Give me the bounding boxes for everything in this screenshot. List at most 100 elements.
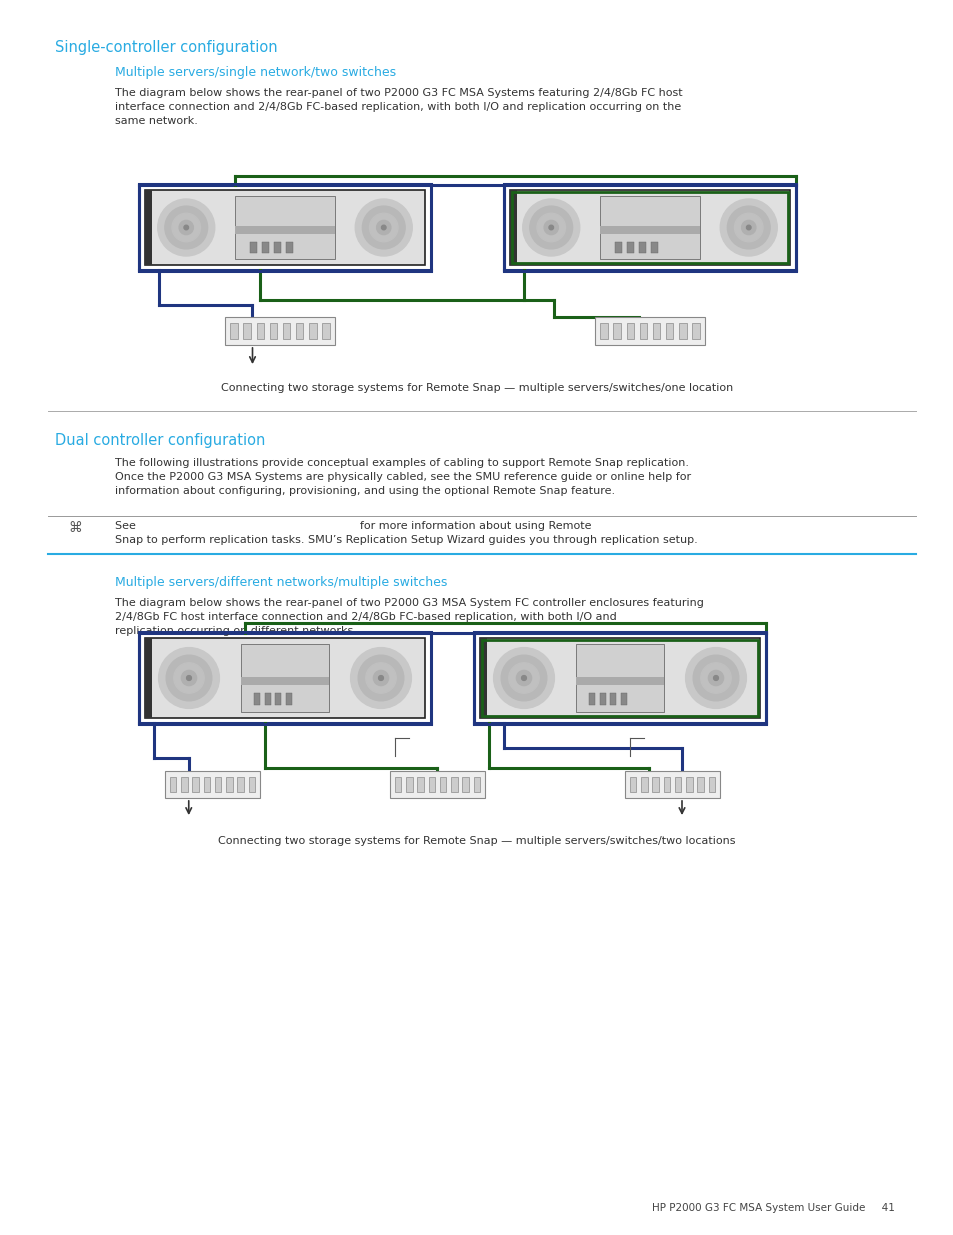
Bar [226, 777, 233, 792]
Circle shape [381, 225, 386, 230]
Circle shape [685, 647, 745, 709]
Circle shape [369, 214, 397, 242]
Bar [610, 693, 616, 705]
Bar [479, 638, 760, 718]
Circle shape [166, 656, 212, 700]
Text: Multiple servers/single network/two switches: Multiple servers/single network/two swit… [115, 65, 395, 79]
Bar [510, 190, 789, 266]
Circle shape [548, 225, 553, 230]
Bar [241, 677, 329, 684]
Bar [599, 226, 700, 233]
Bar [665, 324, 673, 338]
Bar [595, 317, 704, 345]
Circle shape [351, 647, 411, 709]
Bar [462, 777, 469, 792]
Circle shape [378, 676, 383, 680]
Bar [286, 242, 293, 253]
Circle shape [172, 214, 200, 242]
Text: Multiple servers/different networks/multiple switches: Multiple servers/different networks/mult… [115, 576, 447, 589]
Bar [256, 324, 264, 338]
Bar [390, 771, 484, 798]
Circle shape [529, 206, 572, 249]
Bar [599, 693, 605, 705]
Bar [626, 324, 634, 338]
Bar [416, 777, 423, 792]
Bar [679, 324, 686, 338]
Bar [576, 643, 663, 713]
Bar [652, 324, 659, 338]
Text: Single-controller configuration: Single-controller configuration [55, 40, 277, 56]
Bar [650, 242, 658, 253]
Bar [685, 777, 692, 792]
Text: HP P2000 G3 FC MSA System User Guide     41: HP P2000 G3 FC MSA System User Guide 41 [652, 1203, 894, 1213]
Bar [481, 640, 758, 716]
Circle shape [181, 671, 196, 685]
Bar [428, 777, 435, 792]
Circle shape [537, 214, 565, 242]
Bar [613, 324, 620, 338]
Bar [237, 777, 244, 792]
Bar [243, 324, 251, 338]
Bar [275, 693, 281, 705]
Bar [181, 777, 188, 792]
Bar [615, 242, 621, 253]
Bar [474, 777, 480, 792]
Bar [282, 324, 290, 338]
Bar [626, 242, 634, 253]
Circle shape [158, 647, 219, 709]
Bar [203, 777, 210, 792]
Circle shape [357, 656, 403, 700]
Bar [620, 693, 626, 705]
Bar [295, 324, 303, 338]
Bar [708, 777, 715, 792]
Bar [439, 777, 446, 792]
Bar [640, 777, 647, 792]
Bar [253, 693, 260, 705]
Bar [639, 324, 647, 338]
Circle shape [700, 663, 730, 693]
Circle shape [522, 199, 579, 256]
Circle shape [734, 214, 762, 242]
Bar [474, 632, 765, 724]
Bar [170, 777, 176, 792]
Bar [512, 191, 787, 263]
Bar [265, 693, 271, 705]
Bar [589, 693, 595, 705]
Circle shape [376, 220, 391, 235]
Bar [674, 777, 680, 792]
Text: Dual controller configuration: Dual controller configuration [55, 433, 265, 448]
Bar [576, 677, 663, 684]
Text: The diagram below shows the rear-panel of two P2000 G3 MSA System FC controller : The diagram below shows the rear-panel o… [115, 598, 703, 636]
Bar [395, 777, 401, 792]
Bar [451, 777, 457, 792]
Circle shape [355, 199, 412, 256]
Bar [214, 777, 221, 792]
Bar [599, 195, 700, 259]
Circle shape [500, 656, 546, 700]
Circle shape [184, 225, 189, 230]
Bar [406, 777, 412, 792]
Bar [193, 777, 198, 792]
Bar [270, 324, 277, 338]
Text: Connecting two storage systems for Remote Snap — multiple servers/switches/two l: Connecting two storage systems for Remot… [218, 836, 735, 846]
Circle shape [516, 671, 531, 685]
Circle shape [165, 206, 208, 249]
Circle shape [493, 647, 554, 709]
Bar [652, 777, 659, 792]
Bar [139, 632, 431, 724]
Bar [479, 638, 486, 718]
Text: Connecting two storage systems for Remote Snap — multiple servers/switches/one l: Connecting two storage systems for Remot… [221, 383, 732, 393]
Bar [697, 777, 703, 792]
Bar [503, 184, 795, 270]
Bar [165, 771, 260, 798]
Circle shape [187, 676, 192, 680]
Bar [145, 190, 152, 266]
Bar [250, 242, 256, 253]
Bar [309, 324, 316, 338]
Bar [639, 242, 645, 253]
Bar [321, 324, 330, 338]
Text: The diagram below shows the rear-panel of two P2000 G3 FC MSA Systems featuring : The diagram below shows the rear-panel o… [115, 88, 682, 126]
Bar [286, 693, 292, 705]
Circle shape [708, 671, 722, 685]
Bar [599, 324, 607, 338]
